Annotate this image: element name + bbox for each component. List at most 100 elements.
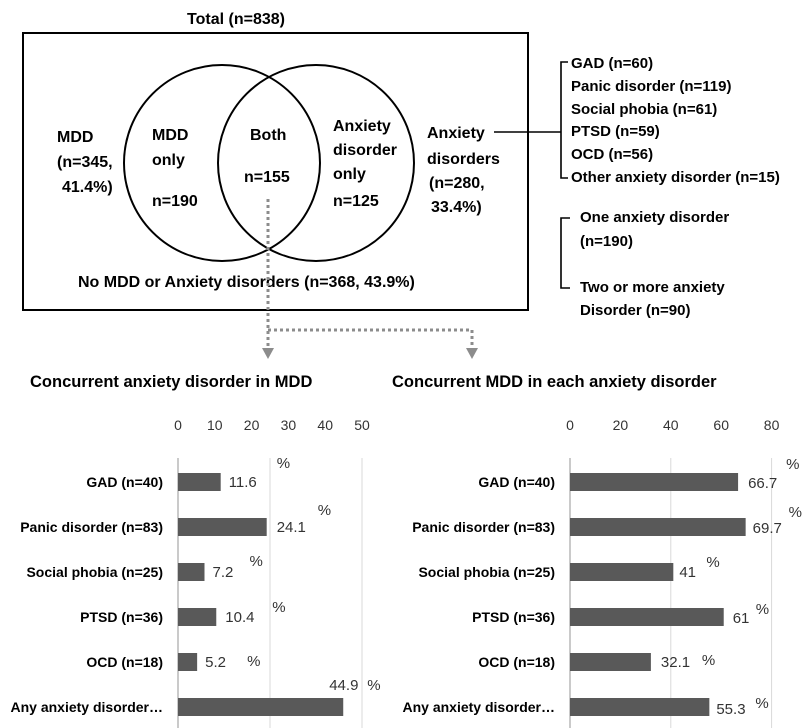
- bar: [178, 518, 267, 536]
- mdd-circle: [123, 64, 321, 262]
- anxiety-outer-percent: 33.4%): [431, 199, 482, 216]
- category-label: Social phobia (n=25): [418, 564, 555, 580]
- percent-sign-label: %: [789, 504, 802, 521]
- venn-section: Total (n=838) MDD (n=345, 41.4%) MDD onl…: [22, 11, 529, 311]
- percent-sign-label: %: [247, 653, 260, 670]
- tick-label: 50: [354, 417, 370, 433]
- anxiety-only-count: n=125: [333, 193, 379, 210]
- value-label: 24.1: [277, 519, 306, 536]
- percent-sign-label: %: [367, 677, 380, 694]
- bar: [178, 653, 198, 671]
- tick-label: 80: [764, 417, 780, 433]
- percent-sign-label: %: [318, 502, 331, 519]
- value-label: 44.9: [329, 677, 358, 694]
- category-label: Panic disorder (n=83): [20, 519, 163, 535]
- category-label: Social phobia (n=25): [26, 564, 163, 580]
- count-item: One anxiety disorder: [580, 209, 729, 226]
- neither-label: No MDD or Anxiety disorders (n=368, 43.9…: [78, 274, 415, 291]
- disorder-type-item: OCD (n=56): [571, 146, 653, 163]
- total-label: Total (n=838): [187, 11, 285, 28]
- tick-label: 40: [663, 417, 679, 433]
- percent-sign-label: %: [249, 553, 262, 570]
- bar: [570, 698, 710, 716]
- tick-label: 60: [713, 417, 729, 433]
- value-label: 32.1: [661, 654, 690, 671]
- disorder-type-item: Other anxiety disorder (n=15): [571, 169, 780, 186]
- category-label: GAD (n=40): [86, 474, 163, 490]
- gridlines: [670, 458, 773, 728]
- percent-sign-label: %: [706, 554, 719, 571]
- value-label: 10.4: [225, 609, 254, 626]
- tick-label: 10: [207, 417, 223, 433]
- mdd-outer-percent: 41.4%): [62, 179, 113, 196]
- count-item: Disorder (n=90): [580, 302, 690, 319]
- count-item: (n=190): [580, 233, 633, 250]
- disorder-type-item: PTSD (n=59): [571, 123, 660, 140]
- both-label: Both: [250, 127, 286, 144]
- tick-label: 20: [244, 417, 260, 433]
- percent-sign-label: %: [277, 455, 290, 472]
- disorder-type-item: GAD (n=60): [571, 55, 653, 72]
- dotted-arrow-to-right-chart: [268, 328, 474, 348]
- mdd-only-label: MDD: [152, 127, 188, 144]
- chart-anxiety-in-mdd: Concurrent anxiety disorder in MDD 0 10 20…: [11, 373, 381, 728]
- anxiety-outer-label-2: disorders: [427, 151, 500, 168]
- chart-title: Concurrent anxiety disorder in MDD: [30, 373, 312, 391]
- mdd-only-label-2: only: [152, 152, 185, 169]
- category-label: Panic disorder (n=83): [412, 519, 555, 535]
- bar: [178, 608, 217, 626]
- dotted-arrows: [262, 199, 478, 359]
- percent-sign-label: %: [272, 599, 285, 616]
- bar: [570, 473, 739, 491]
- tick-label: 40: [317, 417, 333, 433]
- disorder-count-bracket: One anxiety disorder (n=190) Two or more…: [560, 209, 729, 319]
- bar: [178, 698, 344, 716]
- bar: [178, 563, 205, 581]
- venn-frame: [22, 32, 529, 311]
- percent-sign-label: %: [755, 695, 768, 712]
- chart-title: Concurrent MDD in each anxiety disorder: [392, 373, 717, 391]
- mdd-only-count: n=190: [152, 193, 198, 210]
- chart-mdd-in-anxiety: Concurrent MDD in each anxiety disorder …: [392, 373, 802, 728]
- value-label: 7.2: [212, 564, 233, 581]
- category-label: Any anxiety disorder…: [403, 699, 556, 715]
- category-label: OCD (n=18): [86, 654, 163, 670]
- mdd-outer-count: (n=345,: [57, 154, 113, 171]
- anxiety-only-label-3: only: [333, 166, 366, 183]
- category-label: PTSD (n=36): [80, 609, 163, 625]
- arrowhead-down-icon: [466, 348, 478, 359]
- bar: [570, 653, 651, 671]
- disorder-types-bracket: GAD (n=60) Panic disorder (n=119) Social…: [494, 55, 780, 186]
- category-label: GAD (n=40): [478, 474, 555, 490]
- anxiety-only-label: Anxiety: [333, 118, 391, 135]
- tick-label: 30: [281, 417, 297, 433]
- bar: [178, 473, 221, 491]
- bar: [570, 563, 674, 581]
- both-count: n=155: [244, 169, 290, 186]
- disorder-type-item: Social phobia (n=61): [571, 101, 717, 118]
- anxiety-circle: [217, 64, 415, 262]
- percent-sign-label: %: [786, 456, 799, 473]
- gridlines: [269, 458, 363, 728]
- tick-label: 0: [566, 417, 574, 433]
- count-item: Two or more anxiety: [580, 279, 725, 296]
- value-label: 41: [679, 564, 696, 581]
- value-label: 55.3: [716, 701, 745, 718]
- category-label: OCD (n=18): [478, 654, 555, 670]
- arrowhead-down-icon: [262, 348, 274, 359]
- value-label: 5.2: [205, 654, 226, 671]
- value-label: 66.7: [748, 475, 777, 492]
- bracket-line: [560, 217, 570, 289]
- category-label: PTSD (n=36): [472, 609, 555, 625]
- anxiety-outer-label: Anxiety: [427, 125, 485, 142]
- mdd-outer-label: MDD: [57, 129, 93, 146]
- percent-sign-label: %: [702, 652, 715, 669]
- bar: [570, 608, 724, 626]
- bar: [570, 518, 746, 536]
- anxiety-outer-count: (n=280,: [429, 175, 485, 192]
- bracket-line: [560, 61, 568, 179]
- category-label: Any anxiety disorder…: [11, 699, 164, 715]
- value-label: 69.7: [753, 520, 782, 537]
- value-label: 11.6: [229, 474, 257, 491]
